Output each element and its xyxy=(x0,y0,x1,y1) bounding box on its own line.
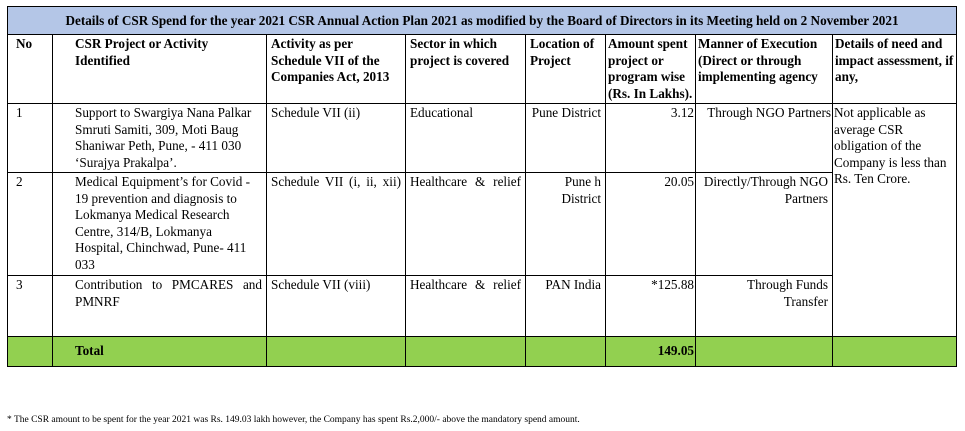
row-manner: Directly/Through NGO Partners xyxy=(695,172,833,276)
row-manner: Through NGO Partners xyxy=(695,103,833,173)
row-project: Contribution to PMCARES and PMNRF xyxy=(52,275,267,337)
row-sector: Healthcare & relief xyxy=(405,172,526,276)
row-no: 3 xyxy=(7,275,53,337)
row-amount: 20.05 xyxy=(605,172,696,276)
row-project: Support to Swargiya Nana Palkar Smruti S… xyxy=(52,103,267,173)
row-manner: Through Funds Transfer xyxy=(695,275,833,337)
footnote: * The CSR amount to be spent for the yea… xyxy=(7,415,580,425)
row-schedule: Schedule VII (ii) xyxy=(266,103,406,173)
col-header-schedule: Activity as per Schedule VII of the Comp… xyxy=(266,34,406,104)
col-header-no: No xyxy=(7,34,53,104)
row-location: Pune District xyxy=(525,103,606,173)
total-label: Total xyxy=(52,336,267,367)
need-assessment: Not applicable as average CSR obligation… xyxy=(831,103,958,337)
table-title: Details of CSR Spend for the year 2021 C… xyxy=(6,6,958,35)
table-row: 2 Medical Equipment’s for Covid - 19 pre… xyxy=(7,172,957,276)
row-amount: 3.12 xyxy=(605,103,696,173)
col-header-need: Details of need and impact assessment, i… xyxy=(831,34,958,104)
csr-spend-table: Details of CSR Spend for the year 2021 C… xyxy=(6,6,958,367)
col-header-location: Location of Project xyxy=(525,34,606,104)
col-header-manner: Manner of Execution (Direct or through i… xyxy=(695,34,833,104)
total-row: Total 149.05 xyxy=(7,336,958,367)
row-sector: Healthcare & relief xyxy=(405,275,526,337)
row-sector: Educational xyxy=(405,103,526,173)
header-row: No CSR Project or Activity Identified Ac… xyxy=(7,34,958,104)
csr-table-container: Details of CSR Spend for the year 2021 C… xyxy=(6,6,958,367)
row-no: 1 xyxy=(7,103,53,173)
row-location: Pune h District xyxy=(525,172,606,276)
table-row: 1 Support to Swargiya Nana Palkar Smruti… xyxy=(7,103,958,337)
row-project: Medical Equipment’s for Covid - 19 preve… xyxy=(52,172,267,276)
row-amount: *125.88 xyxy=(605,275,696,337)
table-row: 3 Contribution to PMCARES and PMNRF Sche… xyxy=(7,275,957,337)
row-schedule: Schedule VII (i, ii, xii) xyxy=(266,172,406,276)
row-location: PAN India xyxy=(525,275,606,337)
total-amount: 149.05 xyxy=(605,336,696,367)
row-no: 2 xyxy=(7,172,53,276)
col-header-sector: Sector in which project is covered xyxy=(405,34,526,104)
col-header-project: CSR Project or Activity Identified xyxy=(52,34,267,104)
col-header-amount: Amount spent project or program wise (Rs… xyxy=(605,34,696,104)
row-schedule: Schedule VII (viii) xyxy=(266,275,406,337)
